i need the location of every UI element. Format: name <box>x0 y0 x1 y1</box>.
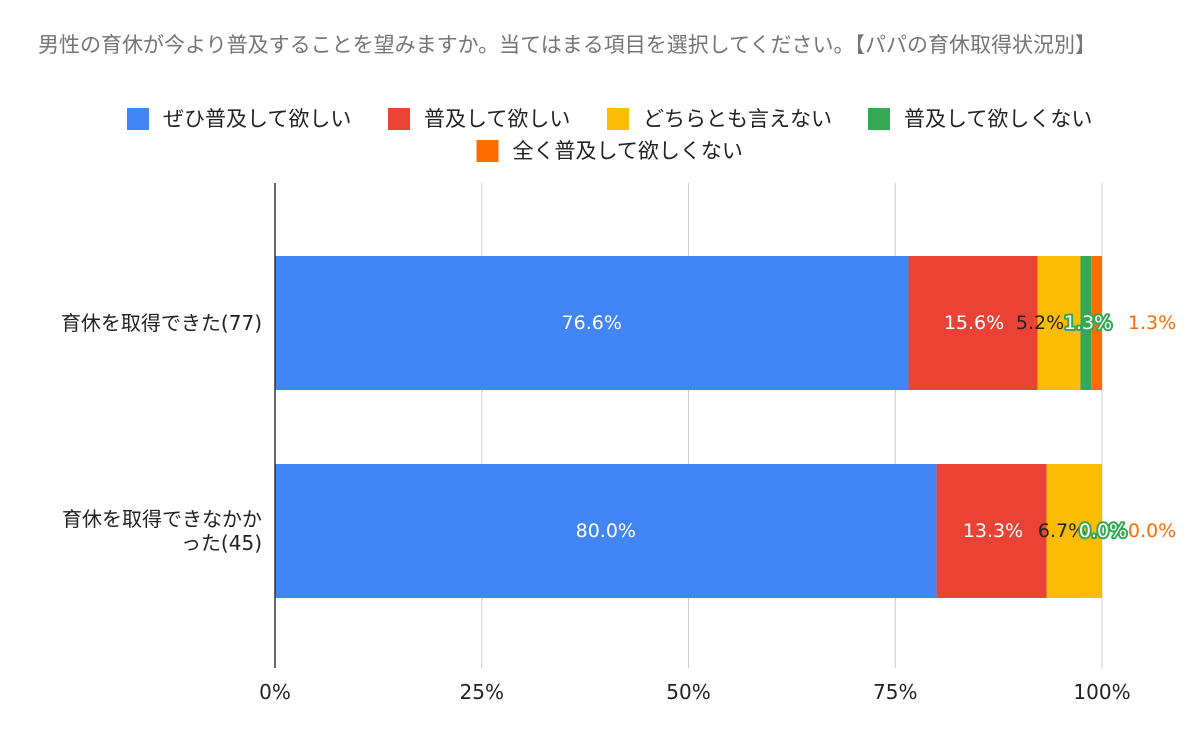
legend-label-0: ぜひ普及して欲しい <box>163 107 351 131</box>
legend-label-1: 普及して欲しい <box>424 107 570 131</box>
data-label-1-1: 13.3% <box>963 520 1023 542</box>
category-label-0-0: 育休を取得できた(77) <box>61 311 262 335</box>
data-label-0-4: 1.3% <box>1128 312 1176 334</box>
bar-0-2 <box>1037 256 1081 390</box>
legend-swatch-1 <box>388 108 410 130</box>
bar-0-1 <box>908 256 1038 390</box>
x-tick-label-0: 0% <box>259 680 291 704</box>
data-label-1-0: 80.0% <box>576 520 636 542</box>
legend-swatch-2 <box>607 108 629 130</box>
bar-0-4 <box>1091 256 1102 390</box>
data-label-1-2: 6.7% <box>1038 520 1086 542</box>
bar-1-0 <box>275 464 937 598</box>
chart-title: 男性の育休が今より普及することを望みますか。当てはまる項目を選択してください。【… <box>38 33 1096 57</box>
legend-label-3: 普及して欲しくない <box>904 107 1092 131</box>
legend-swatch-0 <box>127 108 149 130</box>
x-tick-label-3: 75% <box>873 680 917 704</box>
x-tick-label-2: 50% <box>666 680 710 704</box>
x-tick-label-4: 100% <box>1073 680 1130 704</box>
category-label-1-0: 育休を取得できなかか <box>62 507 262 531</box>
data-label-0-3: 1.3% <box>1064 312 1112 334</box>
legend-swatch-3 <box>868 108 890 130</box>
data-label-0-2: 5.2% <box>1016 312 1064 334</box>
legend-label-2: どちらとも言えない <box>643 107 832 131</box>
bar-0-3 <box>1080 256 1092 390</box>
data-label-0-1: 15.6% <box>944 312 1004 334</box>
data-label-1-4: 0.0% <box>1128 520 1176 542</box>
bar-1-2 <box>1046 464 1102 598</box>
data-label-0-0: 76.6% <box>562 312 622 334</box>
x-tick-label-1: 25% <box>460 680 504 704</box>
legend-swatch-4 <box>476 140 499 162</box>
legend-label-4: 全く普及して欲しくない <box>513 139 743 163</box>
category-label-1-1: った(45) <box>181 531 262 555</box>
bar-0-0 <box>275 256 909 390</box>
bar-1-1 <box>936 464 1047 598</box>
data-label-1-3: 0.0% <box>1079 520 1127 542</box>
